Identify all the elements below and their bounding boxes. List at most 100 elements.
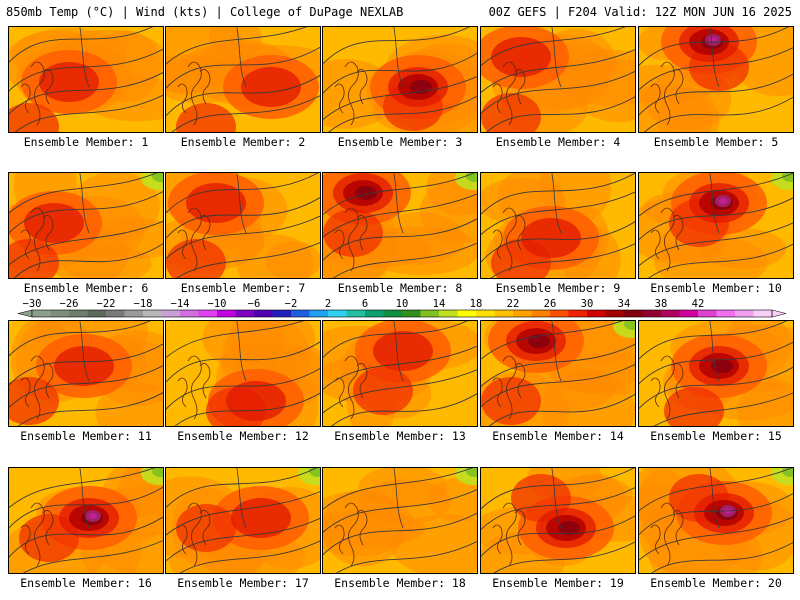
ensemble-member-label: Ensemble Member: 4 (495, 135, 621, 149)
ensemble-map-panel (480, 467, 636, 574)
ensemble-member-label: Ensemble Member: 9 (495, 281, 621, 295)
colorbar-swatch (605, 310, 625, 317)
ensemble-map-panel (322, 320, 478, 427)
colorbar-tick-label: −14 (171, 298, 190, 310)
ensemble-map-panel (165, 320, 321, 427)
ensemble-member-label: Ensemble Member: 5 (653, 135, 779, 149)
ensemble-member-label: Ensemble Member: 16 (20, 576, 152, 590)
colorbar-tick-label: 2 (325, 298, 331, 310)
temperature-colorbar: −30 −26 −22 −18 −14 −10 −6 −2 2 6 10 14 18 22 26 30 34 38… (17, 298, 787, 318)
colorbar-tick-label: −30 (23, 298, 42, 310)
colorbar-tick-label: 22 (507, 298, 520, 310)
ensemble-map-panel (480, 172, 636, 279)
colorbar-swatch (365, 310, 384, 317)
ensemble-member-label: Ensemble Member: 8 (337, 281, 463, 295)
colorbar-swatch (69, 310, 88, 317)
ensemble-member-label: Ensemble Member: 3 (337, 135, 463, 149)
colorbar-swatch (679, 310, 699, 317)
ensemble-map-panel (480, 320, 636, 427)
ensemble-member-label: Ensemble Member: 20 (650, 576, 782, 590)
colorbar-swatch (87, 310, 107, 317)
colorbar-swatch (124, 310, 144, 317)
colorbar-tick-label: 14 (433, 298, 446, 310)
colorbar-swatch (309, 310, 329, 317)
ensemble-map-panel (165, 26, 321, 133)
colorbar-tick-label: 6 (362, 298, 368, 310)
ensemble-map-panel (638, 26, 794, 133)
ensemble-member-label: Ensemble Member: 10 (650, 281, 782, 295)
ensemble-member-label: Ensemble Member: 11 (20, 429, 152, 443)
ensemble-map-panel (8, 172, 164, 279)
ensemble-map-panel (322, 467, 478, 574)
colorbar-swatch (217, 310, 236, 317)
ensemble-map-panel (638, 172, 794, 279)
colorbar-tick-label: −6 (248, 298, 261, 310)
ensemble-member-label: Ensemble Member: 12 (177, 429, 309, 443)
colorbar-tick-label: 42 (692, 298, 705, 310)
map-header-valid-time: 00Z GEFS | F204 Valid: 12Z MON JUN 16 20… (488, 5, 792, 19)
colorbar-swatch (550, 310, 569, 317)
colorbar-swatch (272, 310, 292, 317)
colorbar-swatch (568, 310, 588, 317)
colorbar-tick-label: 30 (581, 298, 594, 310)
colorbar-swatch (753, 310, 773, 317)
colorbar-swatch (383, 310, 403, 317)
ensemble-map-panel (165, 172, 321, 279)
colorbar-swatch (531, 310, 551, 317)
ensemble-member-label: Ensemble Member: 15 (650, 429, 782, 443)
colorbar-over-arrow (771, 309, 787, 318)
colorbar-swatch (624, 310, 643, 317)
colorbar-swatch (402, 310, 421, 317)
ensemble-member-label: Ensemble Member: 6 (23, 281, 149, 295)
ensemble-map-panel (322, 172, 478, 279)
ensemble-member-label: Ensemble Member: 17 (177, 576, 309, 590)
ensemble-map-panel (8, 320, 164, 427)
ensemble-member-label: Ensemble Member: 19 (492, 576, 624, 590)
ensemble-map-panel (165, 467, 321, 574)
ensemble-map-panel (322, 26, 478, 133)
colorbar-swatch (698, 310, 717, 317)
colorbar-swatch (420, 310, 440, 317)
ensemble-map-panel (480, 26, 636, 133)
colorbar-tick-label: −2 (285, 298, 298, 310)
colorbar-swatch (513, 310, 532, 317)
colorbar-tick-label: 26 (544, 298, 557, 310)
colorbar-under-arrow (17, 309, 33, 318)
colorbar-tick-label: −26 (60, 298, 79, 310)
colorbar-tick-label: 38 (655, 298, 668, 310)
colorbar-swatch (457, 310, 477, 317)
colorbar-swatch (661, 310, 680, 317)
colorbar-swatch (494, 310, 514, 317)
colorbar-swatch (32, 310, 51, 317)
colorbar-swatch (161, 310, 181, 317)
ensemble-member-label: Ensemble Member: 18 (334, 576, 466, 590)
ensemble-map-panel (638, 467, 794, 574)
ensemble-member-label: Ensemble Member: 2 (180, 135, 306, 149)
ensemble-map-panel (638, 320, 794, 427)
colorbar-swatch (476, 310, 495, 317)
colorbar-tick-label: −22 (97, 298, 116, 310)
colorbar-swatch (291, 310, 310, 317)
ensemble-member-label: Ensemble Member: 1 (23, 135, 149, 149)
ensemble-map-panel (8, 467, 164, 574)
colorbar-swatch (716, 310, 736, 317)
ensemble-map-panel (8, 26, 164, 133)
colorbar-swatch (143, 310, 162, 317)
ensemble-member-label: Ensemble Member: 14 (492, 429, 624, 443)
ensemble-member-label: Ensemble Member: 13 (334, 429, 466, 443)
colorbar-tick-label: 18 (470, 298, 483, 310)
colorbar-swatch (254, 310, 273, 317)
colorbar-tick-label: 34 (618, 298, 631, 310)
colorbar-swatch (587, 310, 606, 317)
colorbar-tick-label: −18 (134, 298, 153, 310)
colorbar-swatch (50, 310, 70, 317)
colorbar-swatch (439, 310, 458, 317)
colorbar-swatch (735, 310, 754, 317)
colorbar-swatch (180, 310, 199, 317)
colorbar-swatch (328, 310, 347, 317)
colorbar-tick-label: −10 (208, 298, 227, 310)
colorbar-swatch (198, 310, 218, 317)
colorbar-swatch (106, 310, 125, 317)
colorbar-swatch (642, 310, 662, 317)
colorbar-swatch (346, 310, 366, 317)
